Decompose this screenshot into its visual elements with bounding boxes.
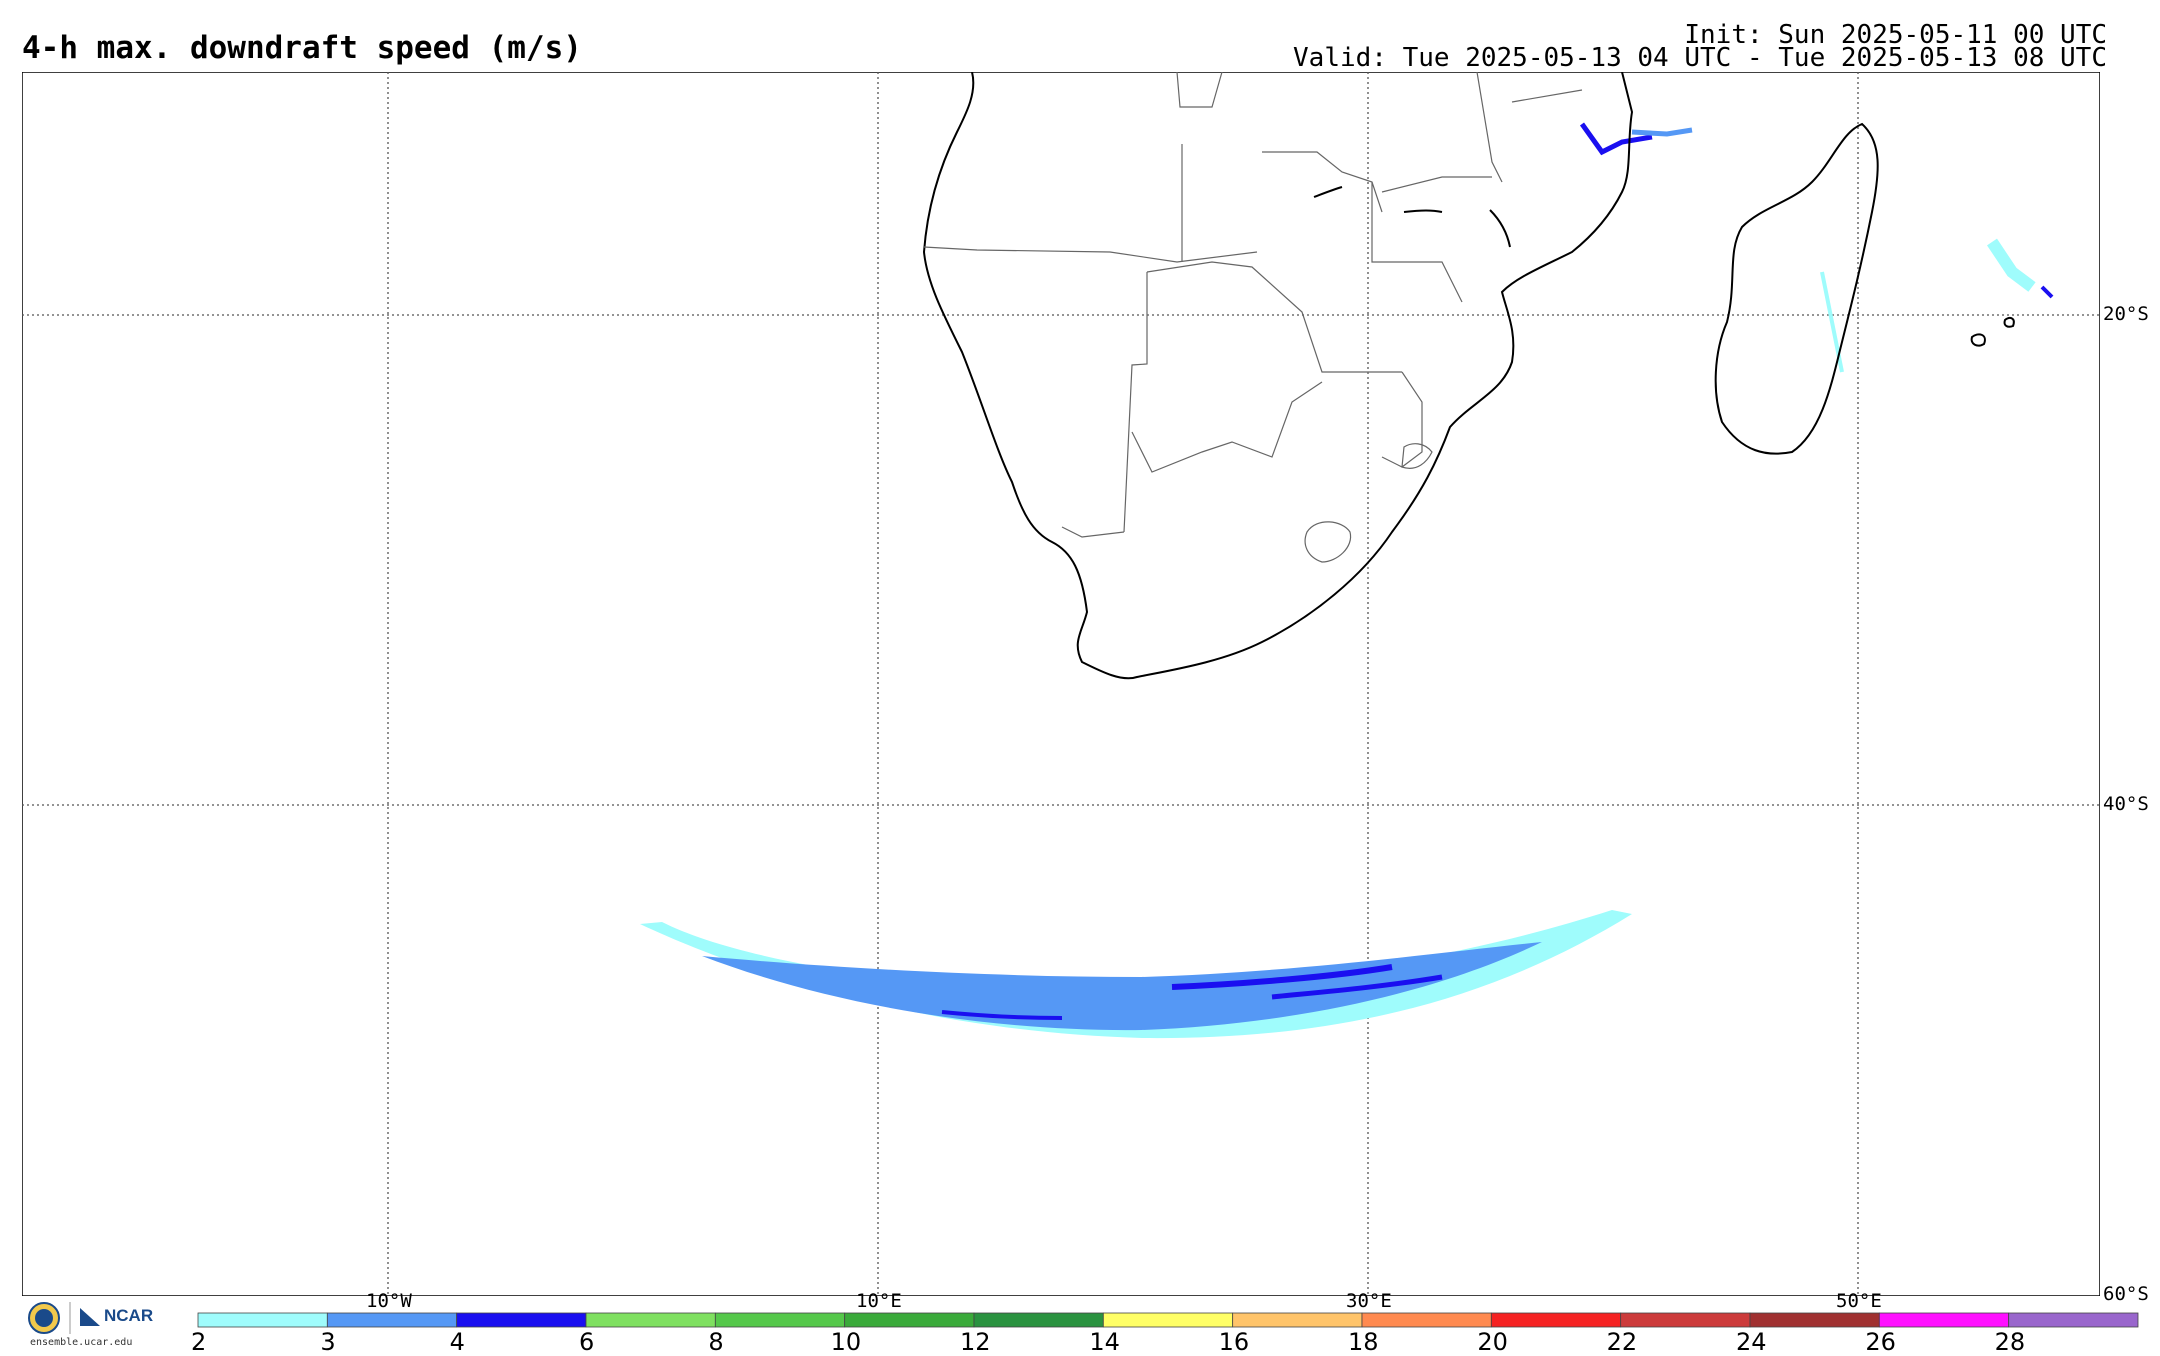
- colorbar-box-4: [456, 1312, 587, 1328]
- colorbar-box-3: [326, 1312, 458, 1328]
- nsf-seal-center-icon: [35, 1309, 53, 1327]
- coastlines: [922, 72, 2015, 680]
- reunion-island: [1970, 333, 1986, 347]
- downdraft-cell-north: [1631, 127, 1693, 137]
- lon-label-10e: 10°E: [856, 1290, 902, 1312]
- colorbar-tick-12: 12: [960, 1328, 991, 1356]
- border-lesotho: [1304, 521, 1352, 563]
- border-botswana-zimbabwe: [1146, 261, 1402, 373]
- border-tanzania-mozambique: [1511, 89, 1583, 103]
- border-namibia-botswana: [1123, 272, 1148, 533]
- colorbar-tick-8: 8: [708, 1328, 724, 1356]
- lat-label-60s: 60°S: [2103, 1283, 2149, 1305]
- country-borders: [923, 72, 1583, 563]
- madagascar-coastline: [1714, 122, 1879, 455]
- border-angola-namibia: [923, 246, 1258, 263]
- logo-url: ensemble.ucar.edu: [30, 1337, 133, 1348]
- mozambique-river: [1489, 209, 1511, 248]
- downdraft-cell-east: [1987, 238, 2036, 292]
- border-malawi: [1476, 72, 1503, 183]
- colorbar-box-14: [1102, 1312, 1234, 1328]
- border-namibia-southafrica: [1061, 526, 1125, 538]
- map-panel: [22, 72, 2100, 1296]
- downdraft-contour-4b: [1271, 974, 1443, 1000]
- colorbar-tick-26: 26: [1865, 1328, 1896, 1356]
- colorbar-tick-18: 18: [1348, 1328, 1379, 1356]
- ncar-logo-icon: [80, 1308, 100, 1326]
- border-zambia-drc: [1176, 72, 1223, 108]
- downdraft-cell-madagascar: [1820, 271, 1844, 373]
- colorbar-box-24: [1749, 1312, 1880, 1328]
- colorbar-tick-24: 24: [1736, 1328, 1767, 1356]
- colorbar-tick-28: 28: [1994, 1328, 2026, 1356]
- mauritius-island: [2003, 317, 2015, 328]
- valid-time: Valid: Tue 2025-05-13 04 UTC - Tue 2025-…: [1293, 43, 2107, 73]
- downdraft-cell-east-core: [2040, 285, 2054, 299]
- graticule: [22, 72, 2100, 1296]
- colorbar-box-28: [2008, 1312, 2139, 1328]
- init-time: Init: Sun 2025-05-11 00 UTC: [1684, 20, 2107, 50]
- colorbar-box-18: [1361, 1312, 1492, 1328]
- nsf-ncar-logo: [28, 1302, 100, 1334]
- border-zambia-zimbabwe: [1262, 151, 1383, 213]
- colorbar-tick-10: 10: [830, 1328, 862, 1356]
- ncar-logo-text: NCAR: [104, 1306, 154, 1325]
- lat-label-20s: 20°S: [2103, 303, 2149, 325]
- colorbar-tick-16: 16: [1218, 1328, 1250, 1356]
- lake-kariba: [1313, 186, 1343, 198]
- colorbar-box-10: [844, 1312, 975, 1328]
- map-title: 4-h max. downdraft speed (m/s): [22, 30, 582, 66]
- colorbar-box-26: [1878, 1312, 2010, 1328]
- africa-coastline: [922, 72, 1634, 680]
- lake-cahora-bassa: [1403, 209, 1443, 213]
- colorbar-box-8: [714, 1312, 846, 1328]
- border-botswana-southafrica: [1131, 381, 1323, 473]
- map-frame: [22, 72, 2100, 1296]
- colorbar-tick-4: 4: [449, 1328, 465, 1356]
- colorbar-tick-20: 20: [1477, 1328, 1508, 1356]
- downdraft-cell-mozambique-channel: [1579, 122, 1653, 156]
- colorbar-box-22: [1620, 1312, 1751, 1328]
- downdraft-contour-3: [702, 942, 1542, 1031]
- lon-label-50e: 50°E: [1836, 1290, 1882, 1312]
- downdraft-contour-4a: [1171, 964, 1393, 990]
- colorbar-box-2: [197, 1312, 328, 1328]
- border-zambia-mozambique: [1381, 176, 1492, 193]
- downdraft-field: [640, 122, 2054, 1039]
- border-zimbabwe-mozambique: [1371, 182, 1463, 303]
- colorbar-box-12: [973, 1312, 1104, 1328]
- colorbar-tick-6: 6: [579, 1328, 595, 1356]
- colorbar-tick-3: 3: [320, 1328, 336, 1356]
- border-southafrica-mozambique: [1381, 371, 1423, 468]
- lon-label-10w: 10°W: [366, 1290, 412, 1312]
- colorbar-box-16: [1232, 1312, 1363, 1328]
- colorbar-box-6: [585, 1312, 716, 1328]
- colorbar-tick-22: 22: [1606, 1328, 1638, 1356]
- colorbar-tick-14: 14: [1089, 1328, 1120, 1356]
- lon-label-30e: 30°E: [1346, 1290, 1392, 1312]
- colorbar-tick-2: 2: [191, 1328, 207, 1356]
- colorbar-box-20: [1490, 1312, 1622, 1328]
- border-eswatini: [1401, 443, 1433, 469]
- lat-label-40s: 40°S: [2103, 793, 2149, 815]
- downdraft-contour-4c: [941, 1010, 1063, 1020]
